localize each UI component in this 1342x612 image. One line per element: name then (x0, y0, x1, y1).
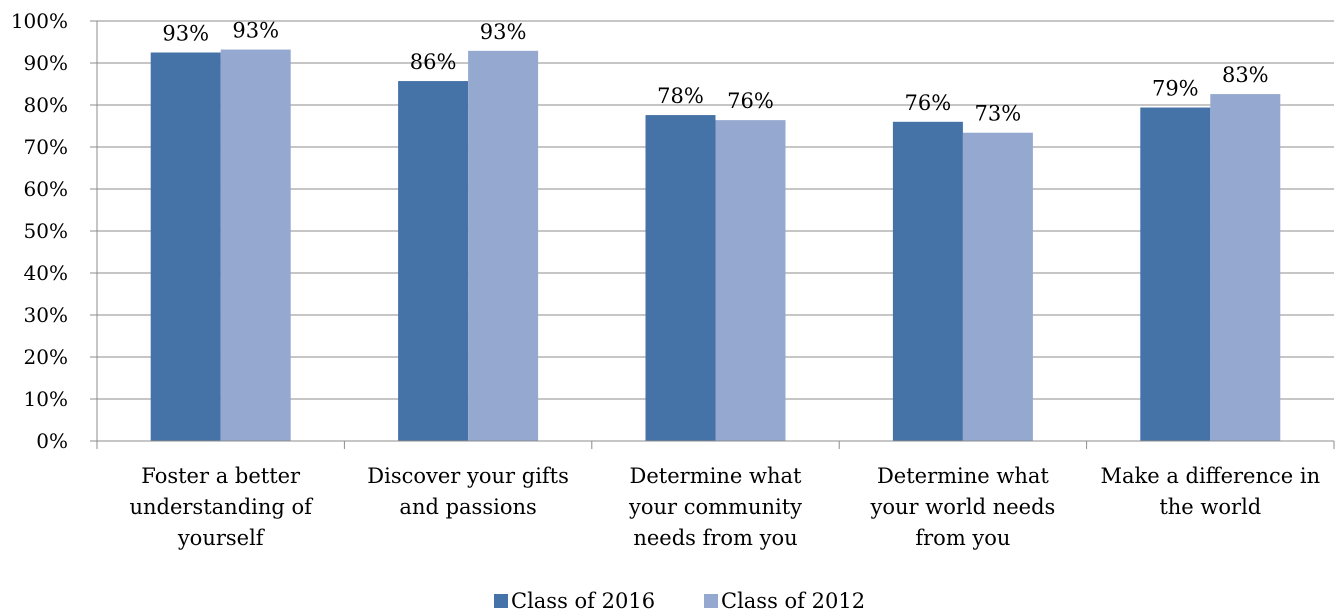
data-label: 76% (905, 91, 952, 115)
data-label: 83% (1222, 63, 1269, 87)
y-tick-labels: 0% 10% 20% 30% 40% 50% 60% 70% 80% 90% 100% (11, 9, 68, 453)
category-label-line: Make a difference in (1100, 464, 1320, 488)
bar-class-of-2012 (220, 49, 291, 442)
data-label: 93% (162, 22, 209, 46)
category-label-line: the world (1159, 495, 1261, 519)
category-labels: Foster a better understanding of yourself D… (129, 464, 1320, 550)
y-tick-label: 70% (24, 135, 68, 159)
category-label-line: Determine what (877, 464, 1049, 488)
data-label: 73% (975, 102, 1022, 126)
y-tick-label: 30% (24, 303, 68, 327)
data-label: 93% (232, 19, 279, 43)
category-label: Determine what your community needs from y… (628, 464, 802, 550)
data-labels: 93% 86% 78% 76% 79% 93% 93% 76% 73% 83% (162, 19, 1268, 126)
bar-class-of-2012 (715, 120, 786, 442)
y-tick-label: 90% (24, 51, 68, 75)
y-tick-label: 100% (11, 9, 68, 33)
data-label: 76% (727, 89, 774, 113)
category-label-line: yourself (177, 526, 266, 550)
category-label-line: understanding of (129, 495, 314, 519)
axes (90, 20, 1335, 449)
bar-class-of-2012 (962, 132, 1033, 441)
legend-label: Class of 2012 (721, 589, 865, 612)
category-label: Make a difference in the world (1100, 464, 1320, 519)
legend-swatch (704, 594, 718, 608)
y-tick-label: 60% (24, 177, 68, 201)
y-tick-label: 40% (24, 261, 68, 285)
bar-class-of-2016 (150, 52, 221, 441)
bar-class-of-2016 (892, 121, 963, 442)
category-label-line: Determine what (630, 464, 802, 488)
category-label-line: and passions (399, 495, 536, 519)
y-tick-label: 10% (24, 387, 68, 411)
category-label-line: from you (915, 526, 1010, 550)
category-label-line: Foster a better (141, 464, 301, 488)
category-label-line: Discover your gifts (367, 464, 569, 488)
bar-class-of-2016 (645, 115, 716, 441)
legend-label: Class of 2016 (511, 589, 655, 612)
legend-swatch (494, 594, 508, 608)
legend: Class of 2016 Class of 2012 (494, 589, 865, 612)
category-label: Determine what your world needs from you (869, 464, 1055, 550)
category-label: Foster a better understanding of yourself (129, 464, 314, 550)
y-tick-label: 50% (24, 219, 68, 243)
bar-class-of-2012 (468, 50, 539, 441)
category-label-line: your world needs (869, 495, 1055, 519)
data-label: 93% (480, 20, 527, 44)
category-label-line: your community (628, 495, 802, 519)
y-tick-label: 0% (36, 429, 68, 453)
data-label: 78% (657, 84, 704, 108)
bars (150, 49, 1281, 442)
y-tick-label: 80% (24, 93, 68, 117)
data-label: 79% (1152, 77, 1199, 101)
category-label: Discover your gifts and passions (367, 464, 569, 519)
bar-class-of-2016 (1140, 107, 1211, 442)
bar-class-of-2012 (1210, 94, 1281, 441)
y-tick-label: 20% (24, 345, 68, 369)
category-label-line: needs from you (633, 526, 797, 550)
bar-class-of-2016 (398, 81, 469, 441)
data-label: 86% (410, 50, 457, 74)
